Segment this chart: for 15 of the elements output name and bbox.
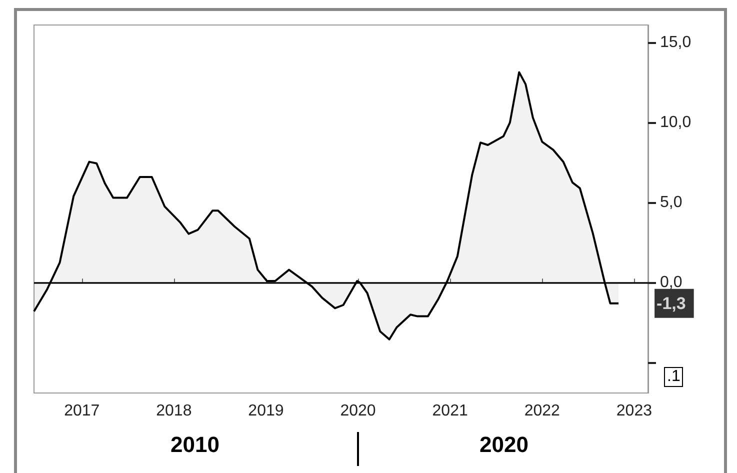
x-tick-label: 2019: [248, 402, 284, 420]
x-tick-label: 2021: [432, 402, 468, 420]
text: .1: [664, 367, 684, 387]
x-tick-label: 2017: [64, 402, 100, 420]
y-tick-label: 0,0: [660, 274, 682, 292]
annotation: -1,3: [656, 294, 686, 313]
text: 2010: [170, 432, 220, 458]
y-tick-label: 5,0: [660, 194, 682, 212]
x-tick-label: 2018: [156, 402, 192, 420]
x-tick-label: 2023: [616, 402, 652, 420]
y-tick-label: 10,0: [660, 114, 692, 132]
x-tick-label: 2022: [524, 402, 560, 420]
text: 2020: [480, 432, 528, 458]
x-tick-label: 2020: [340, 402, 376, 420]
y-tick-label: 15,0: [660, 34, 692, 52]
